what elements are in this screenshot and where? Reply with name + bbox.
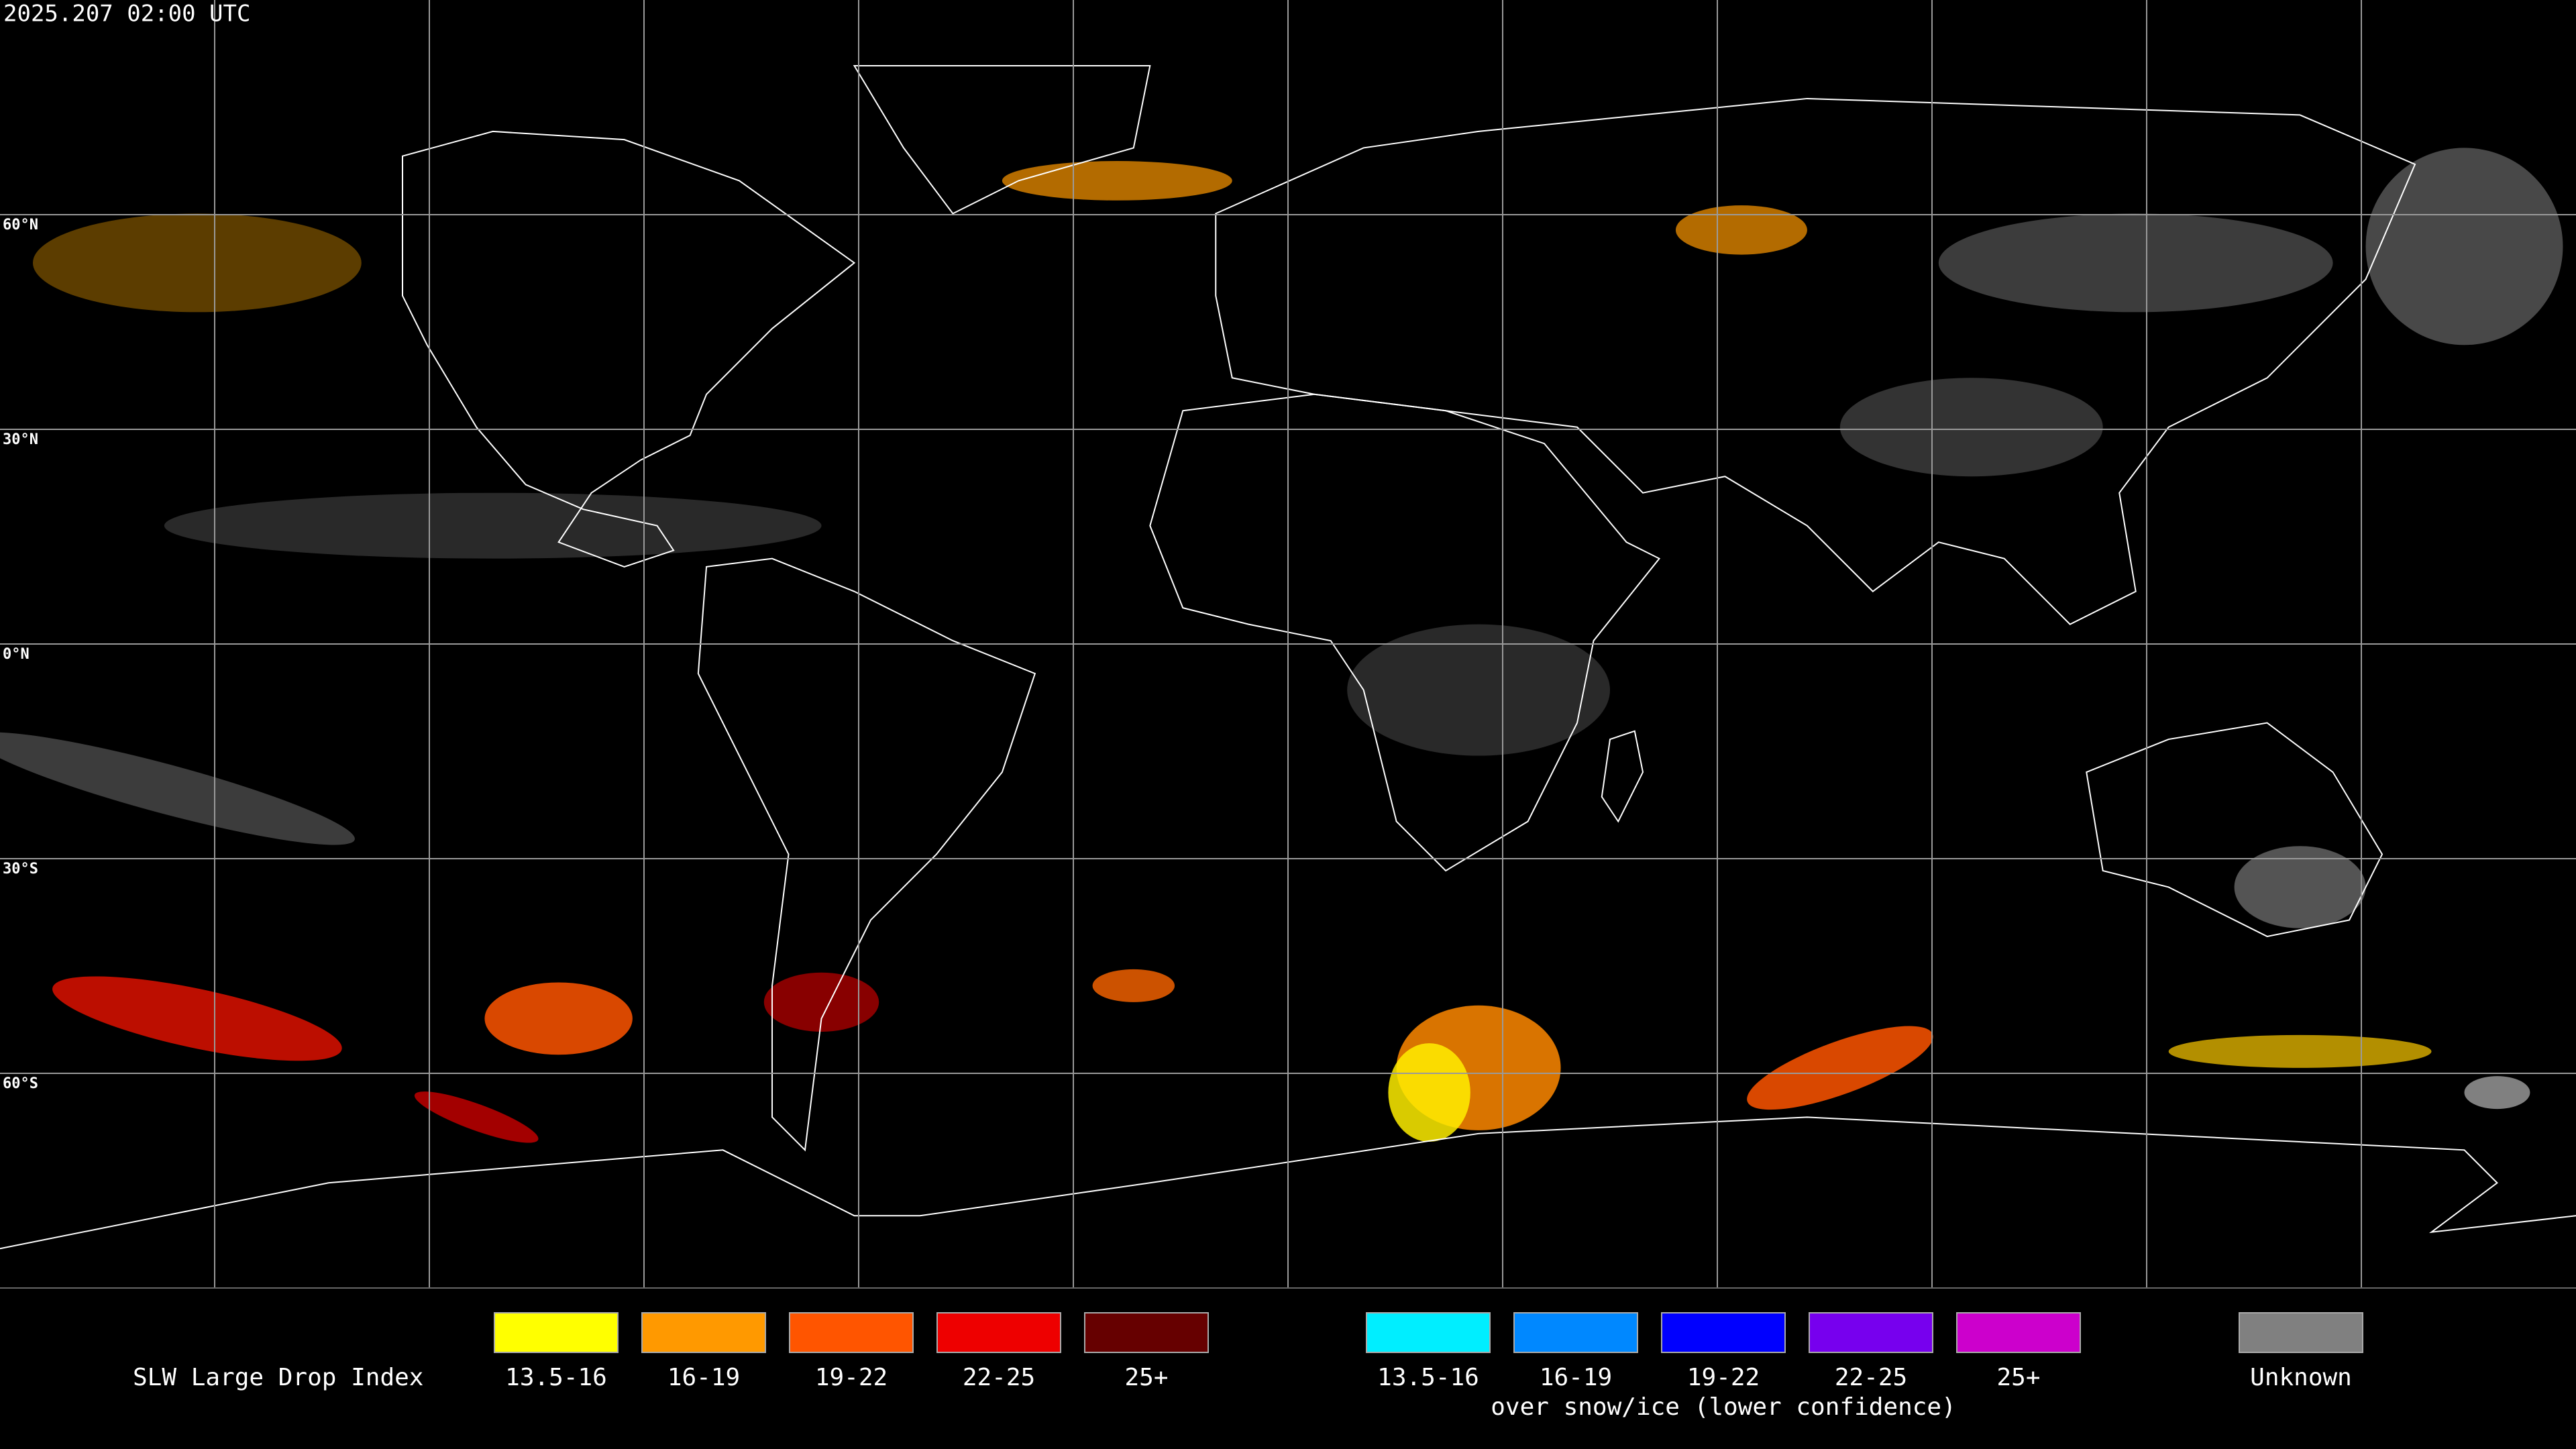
snow-swatch-label: 25+	[1996, 1364, 2040, 1391]
snow-swatch	[1809, 1312, 1933, 1353]
timestamp: 2025.207 02:00 UTC	[3, 1, 250, 28]
legend-swatch-label: 19-22	[815, 1364, 888, 1391]
cloud-field	[0, 148, 2563, 1143]
coastlines	[0, 66, 2576, 1248]
unknown-swatch	[2239, 1312, 2363, 1353]
snow-swatch	[1956, 1312, 2081, 1353]
graticule	[0, 0, 2576, 1288]
snow-swatch-label: 13.5-16	[1377, 1364, 1479, 1391]
legend-swatch	[494, 1312, 619, 1353]
snow-swatch-label: 19-22	[1687, 1364, 1760, 1391]
unknown-swatch-label: Unknown	[2250, 1364, 2352, 1391]
latitude-label: 0°N	[3, 646, 30, 663]
latitude-label: 30°N	[3, 431, 38, 448]
legend-swatch-label: 25+	[1124, 1364, 1168, 1391]
snow-swatch-label: 16-19	[1540, 1364, 1612, 1391]
snow-swatch	[1366, 1312, 1491, 1353]
snow-swatch-label: 22-25	[1835, 1364, 1907, 1391]
legend-swatch	[641, 1312, 766, 1353]
legend-swatch	[789, 1312, 914, 1353]
latitude-label: 60°N	[3, 217, 38, 233]
latitude-label: 30°S	[3, 861, 38, 877]
snow-swatch	[1661, 1312, 1786, 1353]
legend-swatch	[936, 1312, 1061, 1353]
snow-swatch	[1513, 1312, 1638, 1353]
latitude-label: 60°S	[3, 1075, 38, 1092]
snow-caption: over snow/ice (lower confidence)	[1491, 1393, 1956, 1421]
legend-title: SLW Large Drop Index	[133, 1364, 423, 1391]
legend-swatch-label: 16-19	[667, 1364, 740, 1391]
legend-swatch-label: 13.5-16	[505, 1364, 607, 1391]
legend-swatch-label: 22-25	[963, 1364, 1035, 1391]
legend-swatch	[1084, 1312, 1209, 1353]
